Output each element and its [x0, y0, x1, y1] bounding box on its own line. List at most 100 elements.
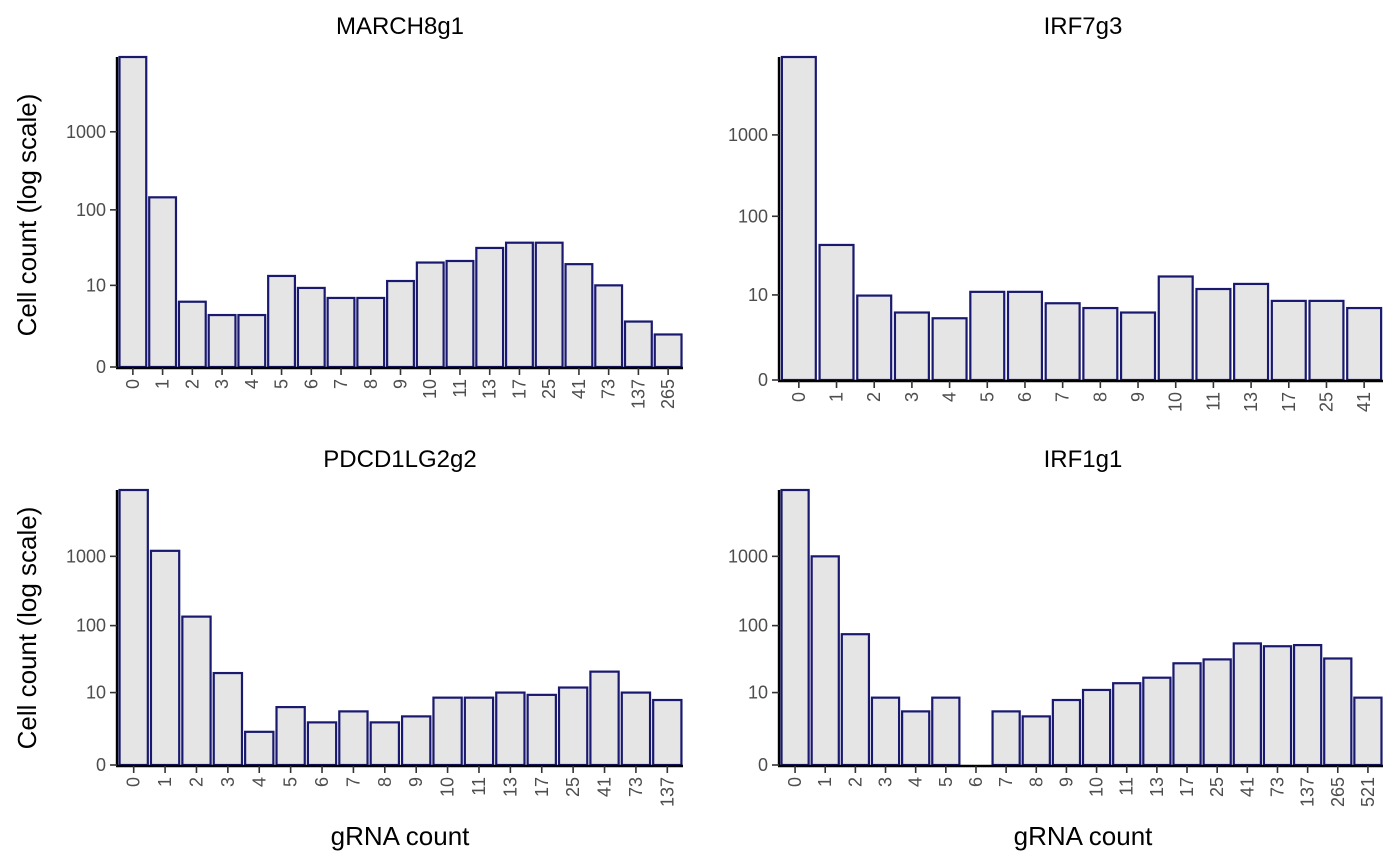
- bar: [969, 290, 1006, 382]
- x-tick-label: 3: [212, 379, 232, 389]
- y-tick-label: 1000: [66, 546, 106, 566]
- bar: [1081, 688, 1112, 767]
- y-axis-title-bottom: Cell count (log scale): [12, 507, 42, 750]
- x-tick-label: 7: [996, 777, 1016, 787]
- bar: [1172, 662, 1202, 767]
- x-tick-label: 13: [1241, 392, 1261, 412]
- x-tick-label: 11: [450, 379, 470, 398]
- x-tick-label: 1: [815, 777, 835, 787]
- bar: [177, 300, 207, 369]
- x-tick-label: 11: [1203, 392, 1223, 411]
- x-tick-label: 8: [1026, 777, 1046, 787]
- y-tick-label: 100: [738, 616, 768, 636]
- bar: [931, 317, 968, 382]
- x-tick-label: 521: [1358, 777, 1378, 807]
- bar: [1232, 642, 1262, 767]
- bar: [840, 633, 871, 767]
- bar: [1262, 645, 1293, 767]
- plot-pdcd1lg2g2: 0 10 100 1000 0 1 2 3 4 5 6 7 8 9 10 11 13 17 25 41 73 137: [66, 488, 683, 807]
- bar: [356, 296, 386, 369]
- x-tick-label: 41: [1354, 392, 1374, 412]
- bar: [1202, 658, 1232, 767]
- x-tick-label: 1: [153, 379, 173, 389]
- x-tick-label: 8: [375, 777, 395, 787]
- x-tick-label: 0: [124, 777, 144, 787]
- bar: [475, 246, 505, 369]
- panel-pdcd1lg2g2: PDCD1LG2g2 0 10 100 1000 0 1 2 3 4 5 6 7 8 9 10 11 13 17 2…: [66, 446, 683, 807]
- bar: [1292, 643, 1323, 767]
- bar: [564, 263, 594, 369]
- bar: [1233, 282, 1270, 382]
- x-tick-label: 41: [1237, 777, 1257, 797]
- panel-irf7g3: IRF7g3 0 10 100 1000 0 1 2 3 4 5 6 7 8 9 10 11 13 17 25 41: [728, 13, 1383, 412]
- x-tick-label: 0: [123, 379, 143, 389]
- y-tick-label: 1000: [66, 122, 106, 142]
- bar: [1323, 657, 1353, 767]
- bar: [1112, 682, 1142, 767]
- x-tick-label: 7: [1053, 392, 1073, 402]
- bar: [1021, 715, 1051, 767]
- x-tick-label: 6: [312, 777, 332, 787]
- x-tick-label: 3: [876, 777, 896, 787]
- x-tick-label: 5: [272, 379, 292, 389]
- bar: [1142, 676, 1172, 767]
- x-tick-label: 4: [249, 777, 269, 787]
- y-tick-label: 10: [748, 285, 768, 305]
- x-tick-label: 2: [186, 777, 206, 787]
- x-tick-label: 10: [1087, 777, 1107, 797]
- bar: [1346, 306, 1383, 382]
- x-tick-label: 6: [966, 777, 986, 787]
- x-tick-label: 73: [599, 379, 619, 399]
- x-tick-label: 25: [1207, 777, 1227, 797]
- x-tick-label: 25: [563, 777, 583, 797]
- bar: [1308, 299, 1345, 382]
- bar: [306, 721, 338, 767]
- bar: [495, 691, 526, 767]
- bar: [181, 615, 212, 767]
- bar: [267, 274, 297, 369]
- bar: [400, 715, 432, 767]
- y-tick-label: 10: [748, 683, 768, 703]
- bar: [296, 286, 326, 369]
- x-tick-label: 1: [827, 392, 847, 402]
- bar: [623, 320, 653, 369]
- y-tick-label: 1000: [728, 125, 768, 145]
- x-tick-label: 7: [331, 379, 351, 389]
- x-tick-label: 5: [281, 777, 301, 787]
- x-axis-title-left: gRNA count: [331, 821, 471, 851]
- bar: [1051, 698, 1082, 767]
- x-axis-title-right: gRNA count: [1014, 821, 1154, 851]
- x-tick-label: 2: [864, 392, 884, 402]
- bar: [244, 730, 275, 767]
- bar: [991, 710, 1021, 767]
- bar: [1119, 311, 1157, 382]
- y-tick-label: 0: [96, 357, 106, 377]
- x-tick-label: 9: [406, 777, 426, 787]
- x-tick-label: 10: [1166, 392, 1186, 412]
- x-tick-label: 9: [1128, 392, 1148, 402]
- bar: [589, 670, 620, 767]
- bar: [1044, 302, 1081, 382]
- bar: [534, 241, 564, 369]
- bar: [118, 488, 149, 767]
- x-tick-label: 265: [658, 379, 678, 409]
- x-tick-label: 0: [789, 392, 809, 402]
- plot-irf7g3: 0 10 100 1000 0 1 2 3 4 5 6 7 8 9 10 11 13 17 25 41: [728, 55, 1383, 412]
- y-tick-label: 1000: [728, 546, 768, 566]
- x-tick-label: 13: [480, 379, 500, 399]
- x-tick-label: 13: [500, 777, 520, 797]
- x-tick-label: 4: [242, 379, 262, 389]
- x-tick-label: 5: [936, 777, 956, 787]
- x-tick-label: 3: [902, 392, 922, 402]
- y-tick-label: 10: [86, 683, 106, 703]
- x-tick-label: 6: [1015, 392, 1035, 402]
- x-tick-label: 4: [940, 392, 960, 402]
- x-tick-label: 17: [1279, 392, 1299, 412]
- y-tick-label: 100: [76, 200, 106, 220]
- x-tick-label: 3: [218, 777, 238, 787]
